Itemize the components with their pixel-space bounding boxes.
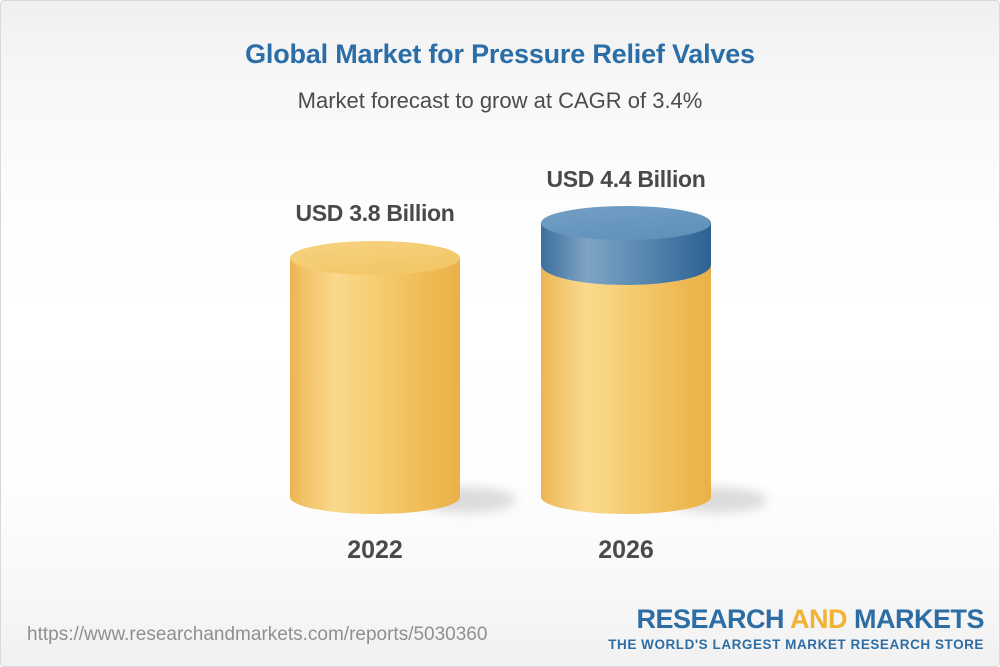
bar-2022-cylinder — [290, 241, 460, 514]
research-and-markets-logo: RESEARCH AND MARKETS THE WORLD'S LARGEST… — [608, 606, 984, 652]
logo-word-and: AND — [789, 604, 848, 634]
logo-word-markets: MARKETS — [854, 604, 985, 634]
report-url: https://www.researchandmarkets.com/repor… — [27, 624, 488, 645]
chart-subtitle: Market forecast to grow at CAGR of 3.4% — [297, 88, 703, 113]
bar-2022-year-label: 2022 — [347, 536, 403, 564]
bar-2026-cylinder — [541, 206, 711, 514]
bar-2026-year-label: 2026 — [598, 536, 654, 564]
bar-2022-value-label: USD 3.8 Billion — [295, 200, 455, 226]
logo-tagline: THE WORLD'S LARGEST MARKET RESEARCH STOR… — [608, 637, 984, 652]
logo-wordmark: RESEARCH AND MARKETS — [608, 606, 984, 633]
logo-word-research: RESEARCH — [636, 604, 784, 634]
chart-title: Global Market for Pressure Relief Valves — [245, 39, 755, 69]
bar-2026-value-label: USD 4.4 Billion — [546, 166, 706, 192]
